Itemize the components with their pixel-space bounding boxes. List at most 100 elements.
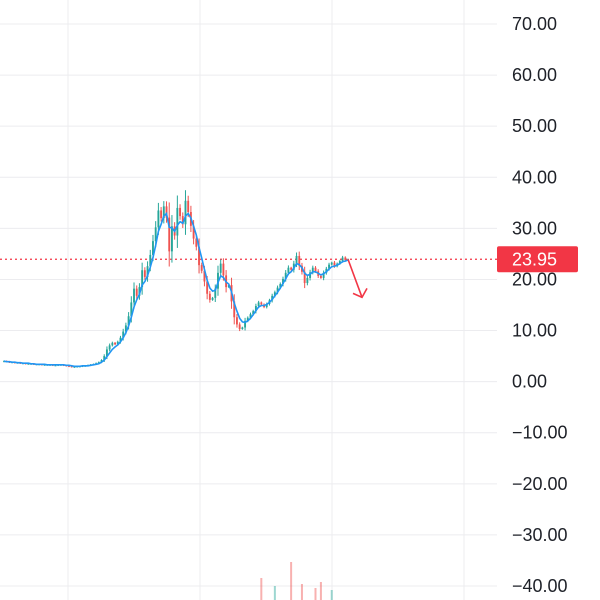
candlestick[interactable] (214, 284, 217, 302)
candlestick[interactable] (133, 282, 135, 309)
candle-body (108, 345, 111, 350)
candlestick[interactable] (208, 291, 211, 303)
moving-average-line (3, 211, 349, 368)
candlestick[interactable] (141, 262, 144, 295)
candlestick[interactable] (298, 251, 301, 271)
candle-body (97, 362, 100, 364)
candle-body (290, 267, 293, 270)
candlestick[interactable] (306, 275, 309, 286)
candle-body (314, 267, 317, 272)
arrow-down-right-icon (347, 258, 363, 298)
candlestick[interactable] (211, 296, 214, 301)
candlestick[interactable] (135, 285, 138, 300)
candlestick[interactable] (330, 261, 333, 266)
last-price-tag: 23.95 (497, 246, 578, 273)
candle-body (157, 210, 160, 228)
candle-body (287, 267, 290, 273)
candle-body (184, 200, 187, 225)
candle-body (200, 265, 203, 271)
candle-body (114, 342, 117, 345)
y-tick-label: −30.00 (512, 525, 568, 545)
candle-body (249, 314, 252, 318)
candlestick[interactable] (165, 201, 168, 223)
candlestick[interactable] (244, 317, 247, 331)
volume-bar (260, 578, 263, 600)
y-tick-label: 10.00 (512, 321, 557, 341)
volume-bar (300, 584, 303, 600)
candle-body (198, 246, 200, 266)
candle-body (265, 303, 268, 308)
candlestick[interactable] (241, 326, 244, 330)
candle-body (254, 306, 257, 312)
candle-body (135, 288, 138, 296)
candlestick[interactable] (290, 266, 293, 271)
volume-bars (260, 562, 333, 600)
y-tick-label: 30.00 (512, 218, 557, 238)
candle-body (141, 270, 144, 288)
candlestick[interactable] (219, 259, 222, 277)
candle-body (330, 262, 333, 265)
candle-body (146, 266, 149, 277)
candle-body (208, 293, 211, 300)
candlestick[interactable] (200, 262, 203, 274)
y-tick-label: 50.00 (512, 116, 557, 136)
candle-body (54, 365, 57, 367)
candlestick[interactable] (168, 202, 171, 267)
price-axis[interactable]: 70.00 60.00 50.00 40.00 30.00 20.00 10.00 0.00 −… (512, 14, 568, 596)
candle-body (181, 216, 184, 225)
y-tick-label: −40.00 (512, 576, 568, 596)
candlestick[interactable] (181, 212, 184, 228)
candle-body (127, 316, 130, 326)
candle-body (168, 217, 171, 252)
candle-body (282, 278, 284, 285)
candlestick[interactable] (303, 266, 306, 289)
volume-bar (319, 582, 322, 600)
candle-body (170, 226, 173, 252)
candle-body (122, 331, 125, 338)
candlestick[interactable] (235, 314, 238, 328)
candlestick[interactable] (238, 322, 241, 332)
candlestick[interactable] (271, 293, 274, 303)
candlestick[interactable] (114, 342, 117, 346)
candlestick[interactable] (322, 270, 325, 281)
grid (0, 0, 497, 600)
candle-body (195, 238, 198, 247)
candle-body (130, 302, 133, 317)
volume-bar (314, 588, 317, 600)
candle-body (238, 324, 241, 330)
y-tick-label: −10.00 (512, 423, 568, 443)
candlestick[interactable] (233, 294, 236, 325)
last-price-label: 23.95 (512, 249, 557, 269)
candle-body (105, 349, 108, 357)
candle-body (203, 270, 206, 282)
candle-body (333, 262, 336, 267)
forecast-arrow (347, 258, 368, 299)
candlestick[interactable] (311, 265, 314, 275)
candlestick[interactable] (170, 215, 173, 263)
candle-body (298, 255, 301, 266)
candle-body (252, 311, 255, 315)
candle-body (244, 320, 247, 328)
candlestick[interactable] (162, 201, 165, 224)
candlestick[interactable] (184, 190, 187, 235)
candle-body (279, 284, 282, 288)
candlestick[interactable] (176, 195, 179, 248)
candle-body (119, 337, 122, 342)
candle-body (219, 263, 222, 273)
candlestick[interactable] (143, 267, 146, 280)
volume-bar (273, 586, 276, 600)
candle-body (328, 264, 330, 269)
y-tick-label: 0.00 (512, 372, 547, 392)
candle-body (116, 341, 119, 345)
candlestick[interactable] (179, 204, 182, 220)
candlestick[interactable] (146, 261, 149, 282)
candle-body (187, 200, 190, 213)
candlestick[interactable] (108, 343, 111, 352)
candle-body (165, 206, 168, 218)
candlestick[interactable] (111, 341, 114, 347)
candle-body (176, 207, 179, 236)
candle-body (43, 364, 46, 366)
candlestick[interactable] (160, 207, 163, 222)
